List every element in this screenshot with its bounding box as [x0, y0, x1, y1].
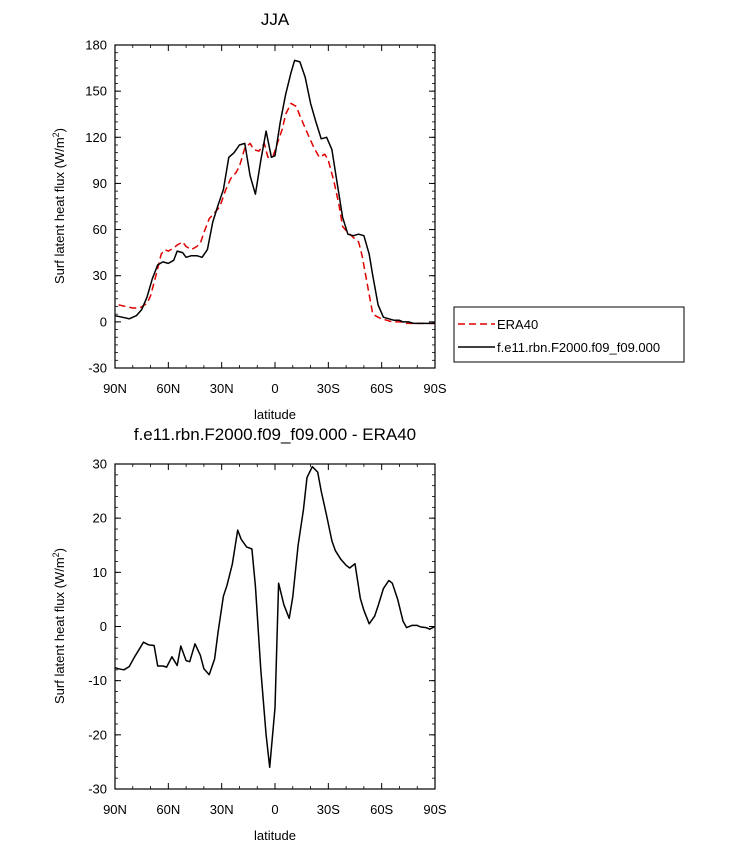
y-tick-label: 120 — [85, 130, 107, 145]
y-tick-label: 90 — [93, 176, 107, 191]
x-tick-label: 30N — [210, 381, 234, 396]
y-tick-label: -30 — [88, 361, 107, 376]
plot-frame — [114, 463, 436, 790]
y-axis-label: Surf latent heat flux (W/m2) — [51, 128, 67, 284]
legend-box — [453, 306, 685, 363]
legend-label-era40: ERA40 — [497, 317, 538, 332]
y-tick-label: 10 — [93, 565, 107, 580]
x-tick-label: 60S — [370, 802, 393, 817]
x-tick-label: 90S — [423, 802, 446, 817]
y-tick-label: -20 — [88, 727, 107, 742]
x-axis-label: latitude — [254, 407, 296, 422]
y-tick-label: 180 — [85, 38, 107, 53]
axis-ticks: -30 0 30 60 90 120 150 180 90N 60N 30N 0 30S 60S 90S — [85, 38, 447, 397]
x-tick-label: 90N — [103, 802, 127, 817]
x-tick-label: 90N — [103, 381, 127, 396]
series-line-difference — [114, 465, 436, 769]
x-tick-label: 60N — [156, 381, 180, 396]
x-tick-label: 30S — [317, 802, 340, 817]
panel-top-chart: JJA -30 0 30 60 90 120 150 180 90N 60N 30N 0 30S 60S 9… — [51, 10, 685, 422]
panel-difference-chart: f.e11.rbn.F2000.f09_f09.000 - ERA40 -30-… — [51, 425, 447, 843]
y-tick-label: 0 — [100, 314, 107, 329]
y-tick-label: 0 — [100, 619, 107, 634]
x-tick-label: 0 — [271, 381, 278, 396]
chart-title: f.e11.rbn.F2000.f09_f09.000 - ERA40 — [134, 425, 416, 444]
x-tick-label: 30N — [210, 802, 234, 817]
x-tick-label: 0 — [271, 802, 278, 817]
y-tick-label: 20 — [93, 511, 107, 526]
x-tick-label: 60S — [370, 381, 393, 396]
x-axis-label: latitude — [254, 828, 296, 843]
series-line-era40 — [118, 102, 435, 325]
x-tick-label: 30S — [317, 381, 340, 396]
y-tick-label: 30 — [93, 457, 107, 472]
y-tick-label: 150 — [85, 84, 107, 99]
series-line-f-e11-rbn-f2000-f09-f09-000 — [114, 59, 435, 325]
x-tick-label: 60N — [156, 802, 180, 817]
y-tick-label: 30 — [93, 268, 107, 283]
legend-label-model: f.e11.rbn.F2000.f09_f09.000 — [497, 340, 660, 355]
y-axis-label: Surf latent heat flux (W/m2) — [51, 548, 67, 704]
plot-lines — [114, 465, 436, 769]
chart-title: JJA — [261, 10, 290, 29]
y-tick-label: -30 — [88, 782, 107, 797]
y-tick-label: 60 — [93, 222, 107, 237]
plot-lines — [114, 59, 435, 325]
axis-ticks: -30 -20 -10 0 10 20 30 90N 60N 30N 0 30S 60S 90S — [88, 457, 447, 818]
x-tick-label: 90S — [423, 381, 446, 396]
legend: ERA40 f.e11.rbn.F2000.f09_f09.000 — [453, 306, 685, 363]
y-tick-label: -10 — [88, 673, 107, 688]
